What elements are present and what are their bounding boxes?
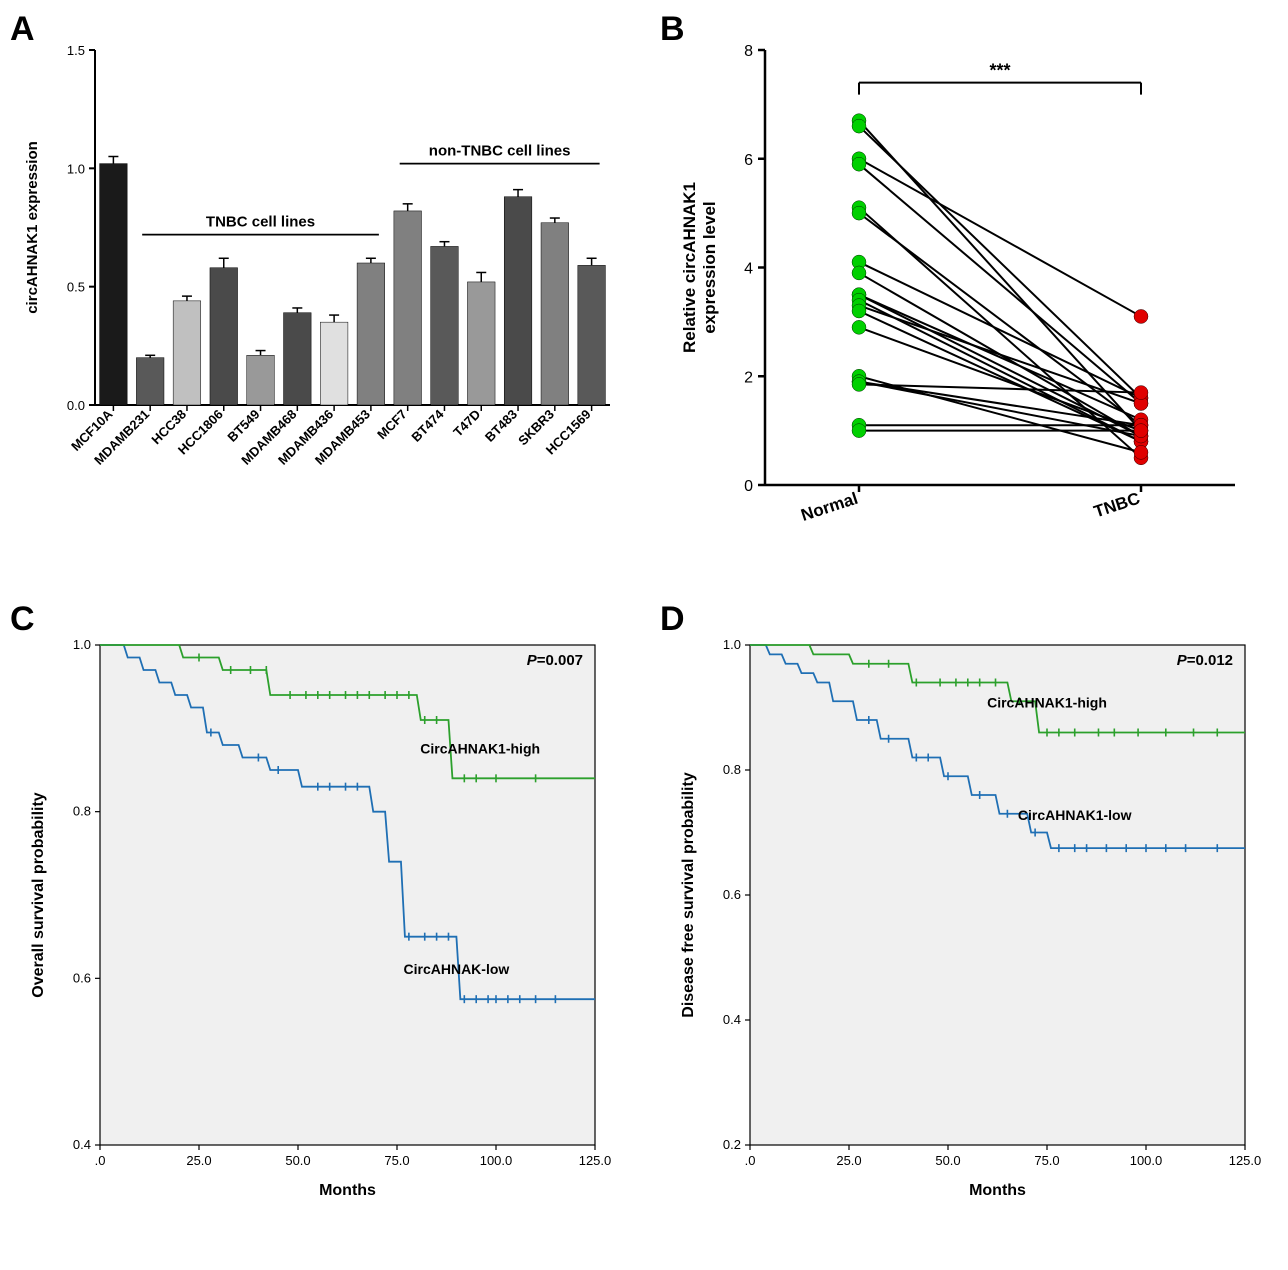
- svg-text:100.0: 100.0: [1130, 1153, 1163, 1168]
- panel-c: C 0.40.60.81.0.025.050.075.0100.0125.0Mo…: [15, 605, 625, 1225]
- svg-text:MCF7: MCF7: [374, 407, 410, 443]
- svg-text:1.0: 1.0: [67, 161, 85, 176]
- svg-text:4: 4: [744, 261, 753, 278]
- svg-text:100.0: 100.0: [480, 1153, 513, 1168]
- svg-text:0.8: 0.8: [73, 804, 91, 819]
- svg-text:***: ***: [989, 61, 1010, 81]
- svg-text:P=0.012: P=0.012: [1177, 652, 1233, 669]
- svg-text:75.0: 75.0: [1034, 1153, 1059, 1168]
- svg-text:non-TNBC cell lines: non-TNBC cell lines: [429, 143, 571, 160]
- svg-text:0.6: 0.6: [73, 970, 91, 985]
- panel-d: D 0.20.40.60.81.0.025.050.075.0100.0125.…: [665, 605, 1275, 1225]
- svg-text:0: 0: [744, 478, 753, 495]
- svg-text:1.5: 1.5: [67, 43, 85, 58]
- svg-text:0.6: 0.6: [723, 887, 741, 902]
- svg-text:TNBC: TNBC: [1091, 489, 1142, 522]
- svg-text:circAHNAK1 expression: circAHNAK1 expression: [24, 141, 41, 314]
- svg-text:0.4: 0.4: [73, 1137, 91, 1152]
- svg-text:25.0: 25.0: [186, 1153, 211, 1168]
- svg-text:1.0: 1.0: [73, 637, 91, 652]
- svg-text:Disease free survival probabil: Disease free survival probability: [680, 772, 697, 1018]
- svg-text:T47D: T47D: [450, 407, 483, 440]
- svg-text:P=0.007: P=0.007: [527, 652, 583, 669]
- bar-chart-a: 0.00.51.01.5circAHNAK1 expressionMCF10AM…: [15, 15, 625, 575]
- svg-text:Relative circAHNAK1: Relative circAHNAK1: [680, 182, 699, 353]
- svg-text:75.0: 75.0: [384, 1153, 409, 1168]
- svg-text:expression level: expression level: [700, 201, 719, 333]
- panel-c-label: C: [10, 600, 35, 639]
- svg-text:2: 2: [744, 369, 753, 386]
- svg-text:Overall survival probability: Overall survival probability: [30, 792, 47, 998]
- km-plot-d: 0.2 0.4 0.6 0.8 1.0 .0 25.0 50.0 75.0 100.0 125.0 M…: [665, 605, 1275, 1225]
- svg-text:8: 8: [744, 43, 753, 60]
- svg-text:CircAHNAK1-high: CircAHNAK1-high: [987, 695, 1107, 711]
- panel-a: A 0.00.51.01.5circAHNAK1 expressionMCF10…: [15, 15, 625, 575]
- svg-text:.0: .0: [95, 1153, 106, 1168]
- svg-text:CircAHNAK1-low: CircAHNAK1-low: [1018, 807, 1132, 823]
- svg-text:CircAHNAK-low: CircAHNAK-low: [404, 961, 510, 977]
- svg-text:BT483: BT483: [482, 407, 520, 445]
- km-plot-c: 0.4 0.6 0.8 1.0 .0 25.0 50.0 75.0 100.0 125.0 Mont…: [15, 605, 625, 1225]
- svg-text:25.0: 25.0: [836, 1153, 861, 1168]
- svg-text:125.0: 125.0: [1229, 1153, 1262, 1168]
- svg-text:1.0: 1.0: [723, 637, 741, 652]
- svg-text:0.4: 0.4: [723, 1012, 741, 1027]
- svg-text:Months: Months: [969, 1182, 1026, 1199]
- svg-text:50.0: 50.0: [935, 1153, 960, 1168]
- svg-text:Normal: Normal: [799, 489, 861, 525]
- svg-text:.0: .0: [745, 1153, 756, 1168]
- svg-text:0.2: 0.2: [723, 1137, 741, 1152]
- svg-text:BT474: BT474: [408, 406, 447, 445]
- svg-text:Months: Months: [319, 1182, 376, 1199]
- svg-text:6: 6: [744, 152, 753, 169]
- paired-plot-b: 0 2 4 6 8 Relative circAHNAK1expression level…: [665, 15, 1275, 575]
- svg-text:125.0: 125.0: [579, 1153, 612, 1168]
- panel-b-label: B: [660, 10, 685, 49]
- panel-d-label: D: [660, 600, 685, 639]
- panel-a-label: A: [10, 10, 35, 49]
- svg-text:0.8: 0.8: [723, 762, 741, 777]
- svg-text:CircAHNAK1-high: CircAHNAK1-high: [420, 740, 540, 756]
- svg-text:TNBC cell lines: TNBC cell lines: [206, 214, 315, 231]
- svg-text:50.0: 50.0: [285, 1153, 310, 1168]
- svg-text:0.0: 0.0: [67, 398, 85, 413]
- svg-text:0.5: 0.5: [67, 280, 85, 295]
- panel-b: B 02468Relative circAHNAK1expression lev…: [665, 15, 1275, 575]
